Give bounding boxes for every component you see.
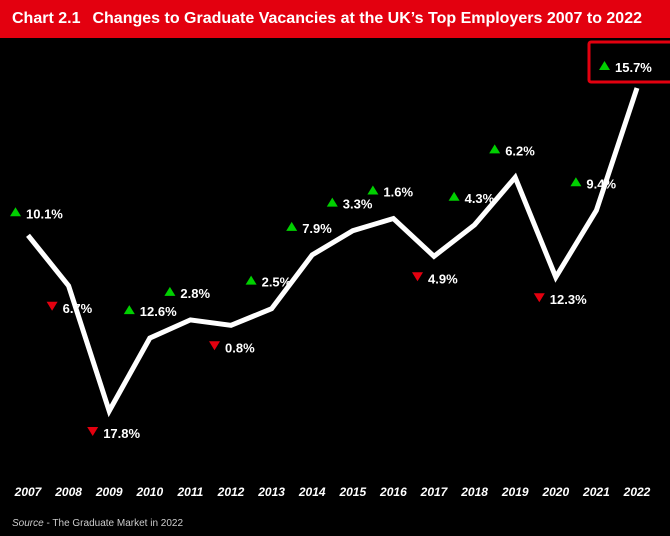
- x-tick-label: 2016: [379, 485, 407, 499]
- x-tick-label: 2007: [14, 485, 43, 499]
- x-tick-label: 2008: [54, 485, 82, 499]
- up-arrow-icon: [570, 177, 582, 187]
- up-arrow-icon: [448, 191, 460, 201]
- data-label: 6.2%: [505, 143, 535, 158]
- data-label: 4.9%: [428, 271, 458, 286]
- data-label: 2.8%: [180, 286, 210, 301]
- x-tick-label: 2019: [501, 485, 529, 499]
- data-label: 0.8%: [225, 340, 255, 355]
- data-label: 4.3%: [465, 191, 495, 206]
- up-arrow-icon: [367, 185, 379, 195]
- data-label: 12.6%: [140, 304, 177, 319]
- x-tick-label: 2020: [541, 485, 569, 499]
- up-arrow-icon: [123, 305, 135, 315]
- x-tick-label: 2018: [460, 485, 488, 499]
- data-label: 15.7%: [615, 60, 652, 75]
- data-label: 3.3%: [343, 197, 373, 212]
- line-chart: 10.1% 2007 6.7% 2008 17.8% 2009 12.6% 2010 2.8% 2…: [10, 40, 670, 499]
- series-line: [26, 87, 640, 418]
- source-text: - The Graduate Market in 2022: [43, 518, 184, 529]
- up-arrow-icon: [164, 286, 176, 296]
- x-tick-label: 2015: [338, 485, 366, 499]
- x-tick-label: 2009: [95, 485, 123, 499]
- chart-number: Chart 2.1: [12, 10, 81, 27]
- x-tick-label: 2014: [298, 485, 326, 499]
- down-arrow-icon: [87, 427, 99, 436]
- up-arrow-icon: [245, 275, 257, 285]
- data-label: 17.8%: [103, 426, 140, 441]
- data-label: 1.6%: [383, 185, 413, 200]
- highlight-box: [587, 40, 670, 84]
- data-label: 2.5%: [262, 275, 292, 290]
- x-tick-label: 2021: [582, 485, 610, 499]
- up-arrow-icon: [599, 61, 610, 70]
- up-arrow-icon: [326, 197, 338, 207]
- data-label: 12.3%: [550, 292, 587, 307]
- data-label: 7.9%: [302, 221, 332, 236]
- x-tick-label: 2011: [176, 485, 203, 499]
- data-label: 6.7%: [63, 301, 93, 316]
- x-tick-label: 2012: [217, 485, 245, 499]
- source-key: Source: [12, 518, 44, 529]
- x-tick-label: 2022: [623, 485, 651, 499]
- source-note: Source - The Graduate Market in 2022: [12, 518, 183, 529]
- up-arrow-icon: [489, 144, 501, 154]
- data-label: 10.1%: [26, 206, 63, 221]
- x-tick-label: 2017: [420, 485, 449, 499]
- chart-title: Changes to Graduate Vacancies at the UK’…: [92, 10, 642, 27]
- x-tick-label: 2013: [257, 485, 285, 499]
- up-arrow-icon: [286, 221, 298, 231]
- chart-area: 10.1% 2007 6.7% 2008 17.8% 2009 12.6% 2010 2.8% 2…: [0, 38, 670, 536]
- up-arrow-icon: [10, 207, 21, 217]
- down-arrow-icon: [533, 293, 545, 303]
- down-arrow-icon: [412, 272, 423, 282]
- down-arrow-icon: [209, 341, 220, 351]
- chart-header: Chart 2.1 Changes to Graduate Vacancies …: [0, 0, 670, 38]
- x-tick-label: 2010: [135, 485, 163, 499]
- down-arrow-icon: [46, 301, 58, 311]
- data-label: 9.4%: [586, 176, 616, 191]
